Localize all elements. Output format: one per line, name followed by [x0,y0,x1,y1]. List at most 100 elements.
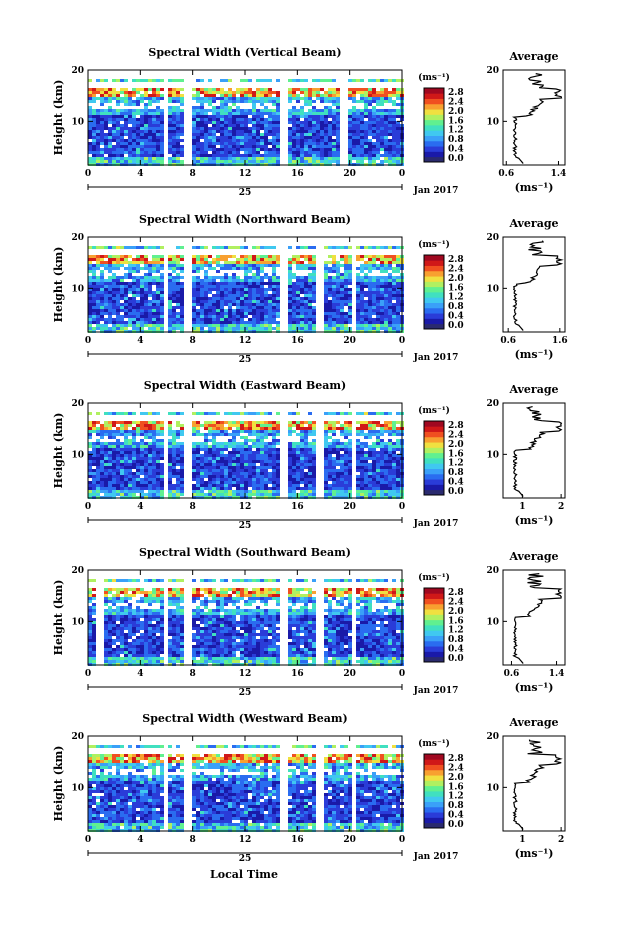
heatmap-cell [324,460,328,463]
heatmap-cell [260,460,264,463]
heatmap-cell [372,160,376,163]
heatmap-cell [208,303,212,306]
heatmap-cell [304,315,308,318]
heatmap-cell [200,282,204,285]
heatmap-cell [132,279,136,282]
heatmap-cell [288,154,292,157]
heatmap-cell [96,475,100,478]
heatmap-cell [168,490,172,493]
heatmap-cell [96,493,100,496]
heatmap-cell [144,454,148,457]
heatmap-cell [276,148,280,151]
heatmap-cell [232,297,236,300]
heatmap-cell [252,121,256,124]
heatmap-cell [360,270,364,273]
heatmap-cell [196,139,200,142]
heatmap-cell [296,303,300,306]
heatmap-cell [372,327,376,330]
heatmap-cell [244,484,248,487]
heatmap-cell [240,136,244,139]
heatmap-cell [300,261,304,264]
heatmap-cell [312,246,316,249]
heatmap-cell [312,285,316,288]
heatmap-cell [316,88,320,91]
heatmap-cell [256,118,260,121]
heatmap-cell [376,124,380,127]
heatmap-cell [316,145,320,148]
heatmap-cell [212,309,216,312]
heatmap-cell [260,324,264,327]
heatmap-cell [324,148,328,151]
heatmap-cell [264,273,268,276]
heatmap-cell [104,91,108,94]
heatmap-cell [336,154,340,157]
heatmap-cell [172,300,176,303]
heatmap-cell [256,451,260,454]
heatmap-cell [256,484,260,487]
heatmap-cell [396,279,400,282]
heatmap-cell [176,493,180,496]
heatmap-cell [268,261,272,264]
heatmap-cell [328,463,332,466]
heatmap-cell [300,487,304,490]
heatmap-cell [372,321,376,324]
heatmap-cell [392,294,396,297]
heatmap-cell [260,306,264,309]
heatmap-cell [176,267,180,270]
heatmap-cell [388,160,392,163]
heatmap-cell [116,315,120,318]
heatmap-cell [324,442,328,445]
heatmap-cell [368,255,372,258]
heatmap-cell [120,306,124,309]
heatmap-cell [152,430,156,433]
heatmap-cell [132,121,136,124]
heatmap-cell [228,442,232,445]
heatmap-cell [128,136,132,139]
heatmap-cell [392,312,396,315]
heatmap-cell [396,288,400,291]
heatmap-cell [308,424,312,427]
heatmap-cell [300,324,304,327]
heatmap-cell [324,154,328,157]
heatmap-cell [304,276,308,279]
heatmap-cell [176,294,180,297]
heatmap-cell [316,94,320,97]
heatmap-cell [104,121,108,124]
heatmap-cell [364,300,368,303]
heatmap-cell [364,139,368,142]
heatmap-cell [268,300,272,303]
heatmap-cell [152,270,156,273]
heatmap-cell [204,148,208,151]
heatmap-cell [236,109,240,112]
heatmap-cell [152,276,156,279]
heatmap-cell [140,481,144,484]
heatmap-cell [148,282,152,285]
heatmap-cell [136,100,140,103]
heatmap-cell [232,490,236,493]
heatmap-cell [148,151,152,154]
heatmap-cell [88,424,92,427]
heatmap-cell [156,442,160,445]
heatmap-cell [272,487,276,490]
heatmap-cell [300,472,304,475]
heatmap-cell [96,88,100,91]
heatmap-cell [100,157,104,160]
heatmap-cell [240,451,244,454]
heatmap-cell [220,255,224,258]
heatmap-cell [212,442,216,445]
heatmap-cell [272,151,276,154]
heatmap-cell [144,493,148,496]
heatmap-cell [180,427,184,430]
heatmap-cell [332,130,336,133]
heatmap-cell [96,133,100,136]
heatmap-cell [192,297,196,300]
heatmap-cell [148,430,152,433]
heatmap-cell [140,267,144,270]
heatmap-cell [324,124,328,127]
profile-line [512,240,564,331]
heatmap-cell [156,430,160,433]
heatmap-cell [100,306,104,309]
heatmap-cell [264,445,268,448]
heatmap-cell [384,136,388,139]
heatmap-cell [180,324,184,327]
